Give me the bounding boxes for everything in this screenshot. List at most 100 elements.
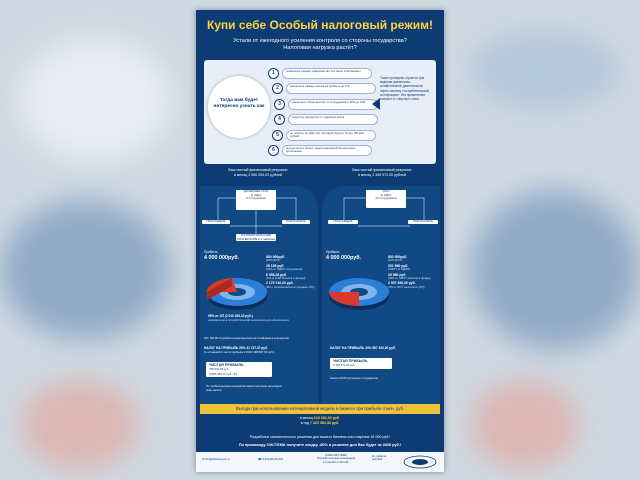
left-arrow-icon <box>372 98 380 110</box>
company-line: (и НДС) <box>250 192 262 197</box>
net-value: 758 949,65 руб. <box>209 367 230 372</box>
footer-socials[interactable]: pk_sistema sisnobts <box>372 454 387 462</box>
footer-company: АЛЬЯ СИСТЕМА Потребительская кооперация … <box>306 453 366 464</box>
footer-phone[interactable]: ☎ 8-916-84-09-223 <box>258 457 284 461</box>
profit-value: 4 000 000руб. <box>326 255 362 261</box>
company-line: (и НДС) <box>380 192 392 197</box>
item-text: защитить имущество от судебных исков <box>288 114 378 125</box>
legend-value: 800 000руб. <box>388 255 408 259</box>
benefit-year-value: 7 323 384,36 руб. <box>309 421 340 425</box>
net-desc: По требительским кооператив самостоятель… <box>206 384 283 392</box>
net-value: (ЗЗ56 184,15 руб. ЧП) <box>209 371 238 376</box>
company-line: ДОЧЕРНЕЕ ООО <box>243 189 269 193</box>
logo-icon <box>403 455 437 469</box>
tax-label: НАЛОГ НА ПРИБЫЛЬ 20% 31 737,47 руб. <box>204 346 268 350</box>
benefit-item: 6 осуществлять оборот одной компанией бе… <box>268 145 372 156</box>
net-profit-scroll: ЧИСТАЯ ПРИБЫЛЬ 2 349 972,00 руб. <box>330 358 392 369</box>
header-line: Ваш чистый финансовый результат <box>228 168 288 172</box>
legend-item: 201 960 руб. (НФОТ от НДФЛ) <box>388 263 438 272</box>
side-note: Такие принципы строятся при ведении фина… <box>380 76 430 102</box>
item-text: уменьшить сборы выплат по сотрудникам с … <box>288 99 378 110</box>
benefit-item: 4 защитить имущество от судебных исков <box>274 114 378 125</box>
legend-item: 800 000руб. (20% ФОТ) <box>388 255 438 263</box>
net-label: ЧИСТАЯ ПРИБЫЛЬ <box>209 363 244 367</box>
benefit-month-value: 610 282,03 руб. <box>313 416 341 420</box>
benefit-item: 5 не платить не НДС при торговом обороте… <box>272 130 376 141</box>
legend-item: 29 580 руб. (30% от НФОТ взносов в фонды) <box>388 272 438 281</box>
tax-block: НАЛОГ НА ПРИБЫЛЬ 20% 31 737,47 руб. (с о… <box>204 346 314 354</box>
net-profit-scroll: ЧИСТАЯ ПРИБЫЛЬ 758 949,65 руб. (ЗЗ56 184… <box>206 362 272 378</box>
item-number: 6 <box>268 145 279 156</box>
cooperative-model-panel: ДОЧЕРНЕЕ ООО (и НДС) 5 сотрудников ПОСТА… <box>200 186 318 404</box>
item-text: уменьшить размер налога на прибыль до 0 … <box>286 83 376 94</box>
legend-desc: (24% от НДФЛ сотрудников) <box>266 267 303 272</box>
legend-list: 800 000руб. (20% ФОТ) 28 195 руб. (24% от … <box>266 255 316 289</box>
company-line: в Спасибо и Ритейл <box>322 459 349 464</box>
infographic-poster: Купи себе Особый налоговый режим! Устали… <box>196 10 444 472</box>
benefit-item: 1 совмещать единое товарищество без свои… <box>268 68 372 79</box>
company-label: ООО (и НДС) 10 сотрудников <box>366 189 406 201</box>
legend-desc: (20% ФОТ) <box>266 258 281 263</box>
development-offer: Разработка схематического решения для ва… <box>249 435 391 439</box>
buyer-box: ПОКУПАТЕЛЬ <box>282 219 310 224</box>
item-text: осуществлять оборот одной компанией без … <box>282 145 372 156</box>
net-desc: Налоги ООО регулирует государство <box>330 376 379 380</box>
standard-model-panel: ООО (и НДС) 10 сотрудников ПОСТАВЩИК ПОК… <box>322 186 440 404</box>
footer: ✉ info@alstema-pk.ru ☎ 8-916-84-09-223 А… <box>196 452 444 472</box>
item-number: 2 <box>272 83 283 94</box>
legend-desc: (ЧП от ФОТ налоговое (ЗП)) <box>388 284 425 289</box>
tax-desc: (с оставшейся части прибыли в ООО 198 68… <box>204 350 275 354</box>
footer-email[interactable]: ✉ info@alstema-pk.ru <box>202 457 230 461</box>
company-line: АЛЬЯ СИСТЕМА <box>325 453 347 457</box>
profit-label: Прибыль <box>204 250 218 254</box>
legend-value: 2 173 746,33 руб. <box>266 281 294 286</box>
social-link[interactable]: sisnobts <box>372 457 383 462</box>
header-line: в месяц 2 349 972,00 рублей <box>358 172 406 177</box>
company-label: ДОЧЕРНЕЕ ООО (и НДС) 5 сотрудников <box>236 189 276 201</box>
percent-block: 95% от ЗП (2 010 265,18 руб.) направлени… <box>208 314 308 322</box>
phone-text: 8-916-84-09-223 <box>262 457 284 461</box>
benefit-year-label: в год <box>300 421 309 425</box>
item-number: 1 <box>268 68 279 79</box>
pie-chart <box>206 278 267 310</box>
legend-value: 2 907 460,00 руб. <box>388 281 416 286</box>
legend-desc: (ФЗ о первоначальном продаже (ЗП)) <box>266 284 315 289</box>
company-line: 5 сотрудников <box>246 196 266 201</box>
bg-blob <box>20 380 140 470</box>
net-label: ЧИСТАЯ ПРИБЫЛЬ <box>333 359 368 363</box>
legend-value: 28 195 руб. <box>266 263 285 268</box>
legend-item: 2 907 460,00 руб. (ЧП от ФОТ налоговое (З… <box>388 282 438 289</box>
email-text: info@alstema-pk.ru <box>205 457 230 461</box>
bg-blob <box>20 40 170 160</box>
benefit-values: в месяц 610 282,03 руб. в год 7 323 384,… <box>196 416 444 426</box>
poster-title: Купи себе Особый налоговый режим! <box>206 18 434 32</box>
cooperative-box: ПОТРЕБИТЕЛЬСКИЙ КООПЕРАТИВ в 4 пайщика <box>236 233 276 242</box>
percent-text: 95% от ЗП (2 010 265,18 руб.) <box>208 314 253 318</box>
right-column-header: Ваш чистый финансовый результат в месяц … <box>328 168 436 177</box>
benefit-item: 3 уменьшить сборы выплат по сотрудникам … <box>274 99 378 110</box>
social-link[interactable]: pk_sistema <box>372 454 387 458</box>
net-value: 2 349 972,00 руб. <box>333 363 356 368</box>
legend-item: 2 173 746,33 руб. (ФЗ о первоначальном пр… <box>266 282 316 289</box>
legend-item: 6 958,28 руб. (1% от НФЛ взносов в фонды) <box>266 272 316 281</box>
item-number: 4 <box>274 114 285 125</box>
profit-label: Прибыль <box>326 250 340 254</box>
legend-item: 28 195 руб. (24% от НДФЛ сотрудников) <box>266 263 316 272</box>
header-line: Ваш чистый финансовый результат <box>352 168 412 172</box>
legend-desc: (1% от НФЛ взносов в фонды) <box>266 276 306 281</box>
legend-value: 29 580 руб. <box>388 272 407 277</box>
company-line: 10 сотрудников <box>375 196 397 201</box>
legend-desc: (20% ФОТ) <box>388 258 403 263</box>
header-line: в месяц 2 960 254,03 рублей <box>234 172 282 177</box>
benefit-banner: Выгода при использовании кооперативной м… <box>200 404 440 414</box>
bg-blob <box>470 190 640 350</box>
benefit-month-label: в месяц <box>299 416 313 420</box>
legend-value: 201 960 руб. <box>388 263 409 268</box>
bg-blob <box>470 30 620 110</box>
legend-value: 800 000руб. <box>266 255 286 259</box>
legend-value: 6 958,28 руб. <box>266 272 288 277</box>
benefit-year: в год 7 323 384,36 руб. <box>196 421 444 426</box>
supplier-box: ПОСТАВЩИК <box>328 219 358 224</box>
intro-circle-text: Тогда вам будет интересно узнать как <box>213 98 265 109</box>
